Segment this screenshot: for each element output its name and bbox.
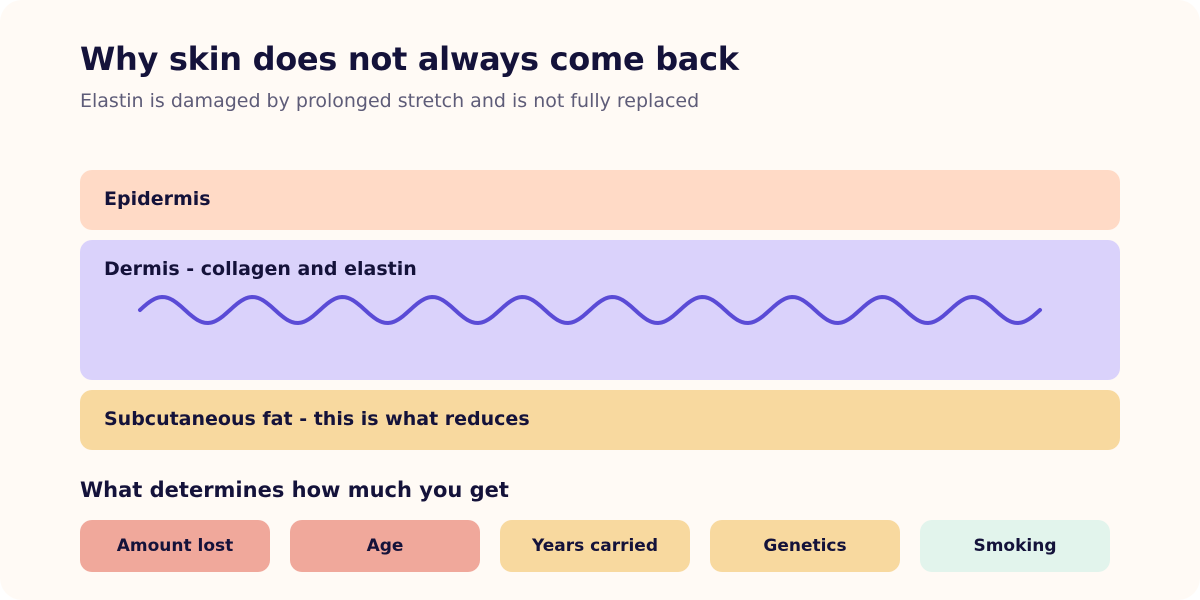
- factor-label: Smoking: [973, 536, 1057, 556]
- elastin-fiber-wave: [138, 295, 1042, 325]
- layer-epidermis-label: Epidermis: [104, 188, 211, 210]
- page-subtitle: Elastin is damaged by prolonged stretch …: [80, 90, 700, 112]
- page-title: Why skin does not always come back: [80, 40, 739, 78]
- layer-epidermis: Epidermis: [80, 170, 1120, 230]
- elastin-fiber-path: [138, 295, 1042, 325]
- layer-dermis: Dermis - collagen and elastin: [80, 240, 1120, 380]
- factor-label: Genetics: [763, 536, 847, 556]
- factor-age: Age: [290, 520, 480, 572]
- layer-fat-label: Subcutaneous fat - this is what reduces: [104, 408, 530, 430]
- layer-subcutaneous-fat: Subcutaneous fat - this is what reduces: [80, 390, 1120, 450]
- factor-years-carried: Years carried: [500, 520, 690, 572]
- factor-label: Age: [366, 536, 404, 556]
- layer-dermis-label: Dermis - collagen and elastin: [104, 258, 417, 280]
- factors-heading: What determines how much you get: [80, 478, 509, 502]
- factor-genetics: Genetics: [710, 520, 900, 572]
- factor-smoking: Smoking: [920, 520, 1110, 572]
- factor-label: Years carried: [531, 536, 658, 556]
- factor-label: Amount lost: [116, 536, 234, 556]
- factor-amount-lost: Amount lost: [80, 520, 270, 572]
